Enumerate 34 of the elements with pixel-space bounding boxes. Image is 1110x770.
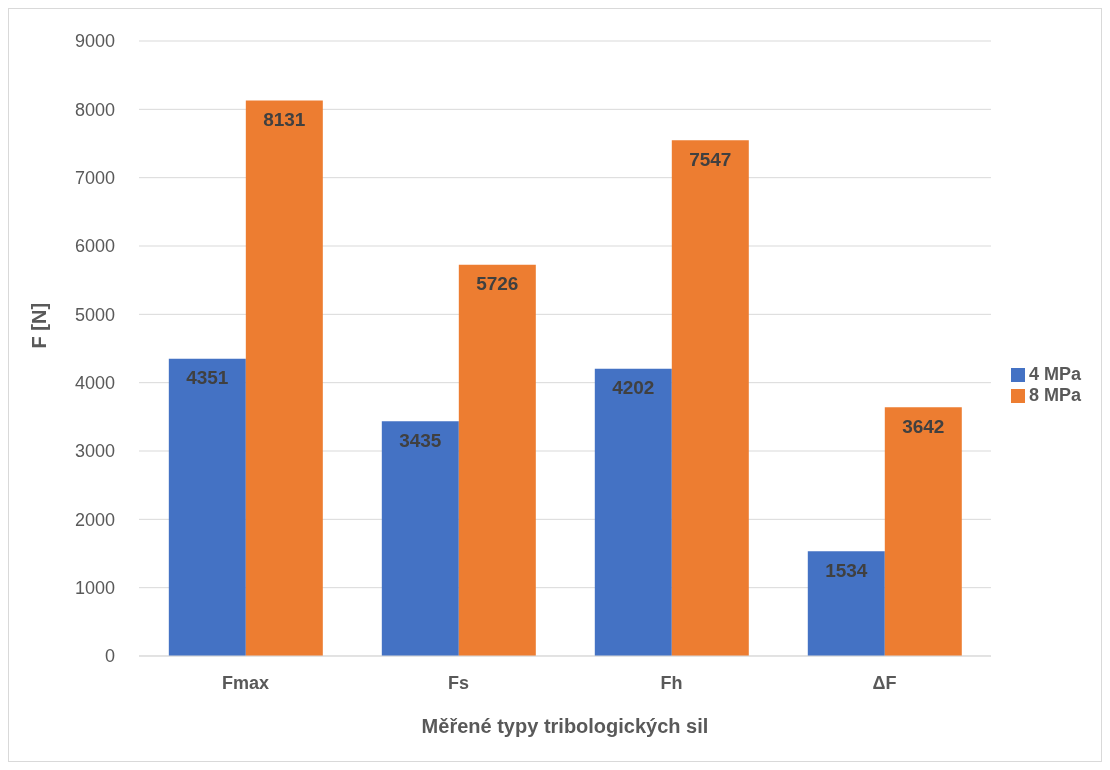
y-tick-label: 9000 (74, 31, 115, 52)
y-tick-label: 5000 (74, 304, 115, 325)
data-label: 1534 (825, 559, 868, 581)
data-label: 4351 (186, 367, 229, 389)
y-axis-title: F [N] (28, 302, 51, 349)
y-tick-label: 2000 (74, 509, 115, 530)
y-tick-label: 0 (104, 646, 115, 667)
legend-label: 8 MPa (1028, 385, 1081, 405)
bar (594, 368, 672, 656)
y-tick-label: 4000 (74, 373, 115, 394)
x-tick-label: Fmax (221, 672, 270, 693)
bar (671, 140, 749, 656)
y-tick-label: 6000 (74, 236, 115, 257)
bar (245, 100, 323, 656)
bar (381, 421, 459, 656)
bar (807, 551, 885, 656)
legend-label: 4 MPa (1028, 364, 1081, 384)
data-label: 5726 (476, 273, 519, 295)
bar (458, 264, 536, 656)
y-tick-label: 8000 (74, 99, 115, 120)
bar (884, 407, 962, 656)
x-tick-label: Fs (447, 672, 469, 693)
data-label: 3642 (902, 415, 945, 437)
bar (168, 358, 246, 656)
data-label: 4202 (612, 377, 655, 399)
y-tick-label: 3000 (74, 441, 115, 462)
x-tick-label: ΔF (872, 672, 897, 693)
data-label: 3435 (399, 429, 442, 451)
y-tick-label: 1000 (74, 578, 115, 599)
x-tick-label: Fh (660, 672, 683, 693)
data-label: 7547 (689, 148, 732, 170)
data-label: 8131 (263, 108, 306, 130)
x-axis-title: Měřené typy tribologických sil (421, 715, 709, 737)
y-tick-label: 7000 (74, 168, 115, 189)
